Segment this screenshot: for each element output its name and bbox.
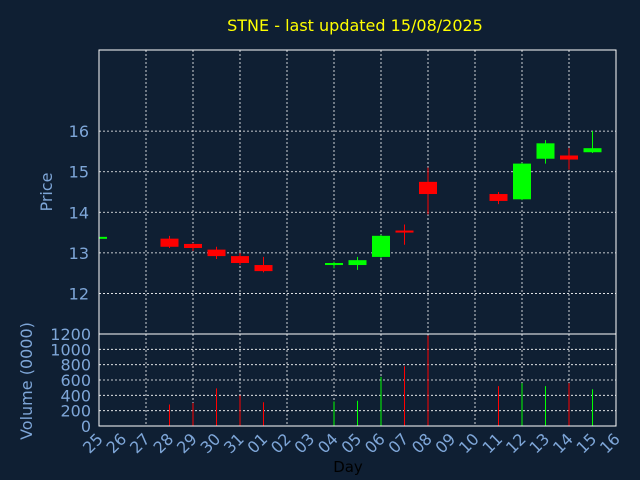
candle-body xyxy=(325,263,343,266)
volume-series xyxy=(169,335,593,426)
candle-body xyxy=(395,230,414,233)
candle-body xyxy=(489,194,508,201)
chart-title: STNE - last updated 15/08/2025 xyxy=(227,16,483,35)
candle-25 xyxy=(99,236,107,239)
candle-body xyxy=(348,260,367,266)
candle-31 xyxy=(231,252,249,266)
volume-tick-label: 1000 xyxy=(50,340,91,359)
candle-28 xyxy=(160,235,179,248)
candle-04 xyxy=(325,261,343,269)
candle-15 xyxy=(583,131,602,154)
day-tick-labels: 2526272829303101020304050607080910111213… xyxy=(79,429,624,457)
candle-body xyxy=(207,249,226,257)
candle-body xyxy=(419,181,437,195)
volume-axis-label: Volume (0000) xyxy=(17,322,36,440)
price-tick-labels: 12 13 14 15 16 xyxy=(69,122,89,303)
candle-body xyxy=(254,265,273,272)
price-tick-label: 12 xyxy=(69,284,89,303)
candle-body xyxy=(99,236,107,239)
candle-body xyxy=(184,243,202,248)
volume-tick-label: 600 xyxy=(60,371,91,390)
price-tick-label: 14 xyxy=(69,203,89,222)
candle-13 xyxy=(536,140,555,164)
candle-06 xyxy=(372,234,390,258)
candle-body xyxy=(372,235,390,257)
candle-body xyxy=(536,143,555,159)
candle-body xyxy=(583,148,602,153)
candle-08 xyxy=(419,167,437,215)
x-axis-label: Day xyxy=(333,458,363,476)
volume-tick-label: 0 xyxy=(81,417,91,436)
volume-tick-label: 800 xyxy=(60,356,91,375)
candle-body xyxy=(231,256,249,263)
candle-07 xyxy=(395,224,414,245)
volume-tick-label: 200 xyxy=(60,402,91,421)
volume-tick-label: 400 xyxy=(60,386,91,405)
price-tick-label: 16 xyxy=(69,122,89,141)
volume-tick-label: 1200 xyxy=(50,325,91,344)
candlestick-series xyxy=(99,131,602,273)
candle-11 xyxy=(489,192,508,205)
candle-05 xyxy=(348,256,367,270)
price-tick-label: 15 xyxy=(69,163,89,182)
candle-14 xyxy=(560,148,578,170)
candle-12 xyxy=(513,162,531,201)
candle-body xyxy=(160,238,179,247)
candle-body xyxy=(513,163,531,200)
volume-panel-frame xyxy=(98,333,617,427)
candle-body xyxy=(560,155,578,160)
candle-29 xyxy=(184,242,202,251)
price-tick-label: 13 xyxy=(69,244,89,263)
price-axis-label: Price xyxy=(37,172,56,211)
candle-01 xyxy=(254,256,273,273)
candle-30 xyxy=(207,246,226,259)
